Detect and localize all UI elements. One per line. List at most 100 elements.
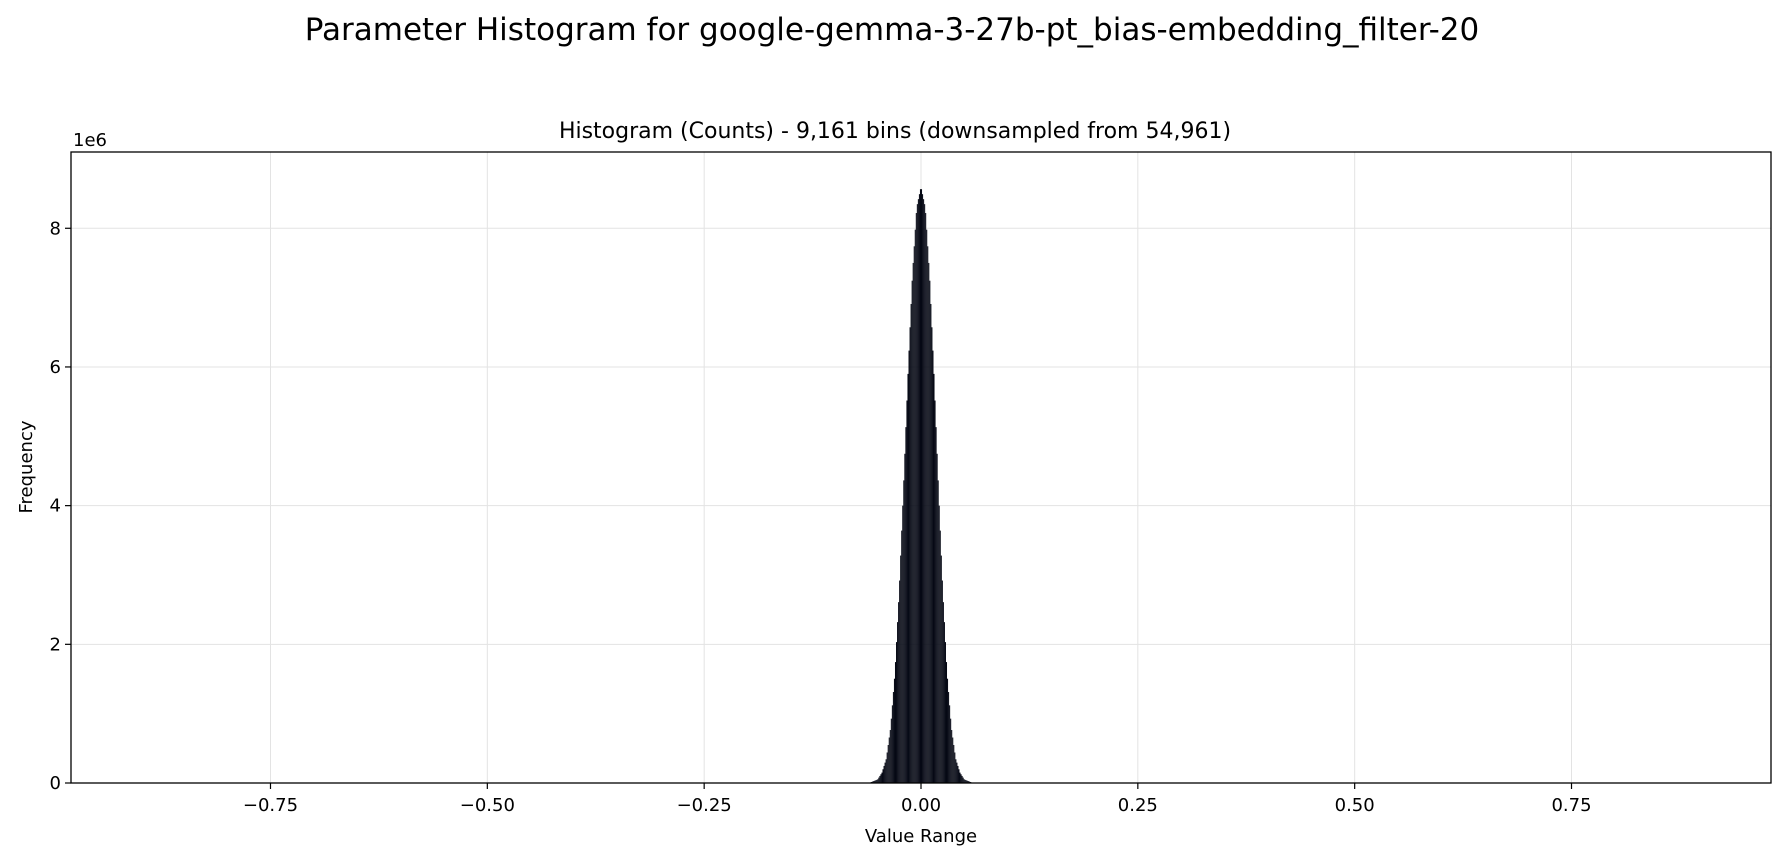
histogram-bar	[879, 775, 881, 783]
histogram-bar	[900, 555, 902, 783]
histogram-bar	[918, 194, 920, 783]
histogram-bar	[878, 777, 880, 783]
histogram-bar	[938, 505, 940, 783]
histogram-bar	[922, 194, 924, 783]
histogram-bar	[944, 642, 946, 783]
y-axis-offset-text: 1e6	[73, 130, 107, 151]
histogram-bar	[885, 759, 887, 783]
x-tick-label: −0.50	[460, 795, 515, 816]
y-axis-label: Frequency	[16, 420, 37, 513]
histogram-bar	[897, 622, 899, 783]
y-tick-label: 2	[50, 634, 61, 655]
histogram-bar	[873, 781, 875, 783]
histogram-bar	[874, 780, 876, 783]
histogram-bar	[919, 189, 921, 783]
histogram-bar	[881, 772, 883, 783]
histogram-bar	[945, 662, 948, 783]
x-tick-label: −0.75	[243, 795, 298, 816]
histogram-bar	[953, 745, 955, 783]
histogram-bar	[941, 580, 943, 783]
histogram-bar	[907, 373, 909, 783]
histogram-bar	[959, 772, 961, 783]
histogram-bar	[902, 505, 904, 783]
histogram-bar	[892, 692, 894, 783]
histogram-bar	[880, 774, 882, 783]
histogram-bar	[957, 765, 959, 783]
x-tick-label: 0.00	[901, 795, 941, 816]
histogram-bar	[893, 678, 895, 783]
histogram-bar	[955, 759, 957, 783]
histogram-bar	[896, 642, 898, 783]
histogram-bar	[954, 752, 956, 783]
histogram-bar	[913, 246, 915, 784]
histogram-bar	[903, 480, 905, 783]
histogram-bar	[886, 752, 888, 783]
histogram-bar	[890, 718, 892, 783]
histogram-bar	[882, 769, 884, 783]
histogram-bar	[901, 530, 903, 783]
histogram-bar	[917, 199, 919, 784]
histogram-bar	[968, 781, 970, 783]
histogram-bar	[923, 199, 925, 784]
x-tick-label: 0.75	[1551, 795, 1591, 816]
histogram-bar	[888, 737, 890, 783]
histogram-bar	[909, 327, 911, 783]
histogram-bar	[949, 705, 951, 783]
histogram-bar	[884, 762, 886, 783]
histogram-bar	[937, 480, 939, 783]
histogram-bar	[875, 780, 877, 783]
histogram-bar	[915, 213, 917, 783]
histogram-bar	[894, 662, 897, 783]
x-tick-label: 0.50	[1335, 795, 1375, 816]
histogram-bar	[914, 229, 916, 783]
histogram-bar	[889, 730, 891, 783]
histogram-bar	[948, 692, 950, 783]
histogram-bar	[958, 769, 960, 783]
histogram-bar	[925, 213, 927, 783]
histogram-bar	[963, 779, 965, 783]
histogram-bar	[930, 303, 932, 783]
histogram-bar	[887, 745, 889, 783]
chart-subtitle: Histogram (Counts) - 9,161 bins (downsam…	[559, 119, 1231, 144]
histogram-bar	[927, 246, 929, 784]
histogram-bar	[962, 777, 964, 783]
y-tick-label: 8	[50, 218, 61, 239]
histogram-bar	[950, 718, 952, 783]
x-tick-label: 0.25	[1118, 795, 1158, 816]
histogram-bar	[912, 262, 914, 783]
histogram-bar	[960, 774, 962, 783]
histogram-bar	[898, 602, 900, 783]
histogram-bar	[929, 280, 931, 783]
histogram-bar	[932, 350, 934, 783]
histogram-bar	[916, 204, 918, 784]
histogram-bar	[905, 427, 907, 783]
histogram-bar	[891, 705, 893, 783]
histogram-bar	[877, 779, 879, 783]
histogram-bar	[947, 678, 949, 783]
histogram-bar	[908, 350, 910, 783]
histogram-bar	[956, 762, 958, 783]
histogram-bar	[911, 280, 913, 783]
chart-title: Parameter Histogram for google-gemma-3-2…	[305, 12, 1480, 48]
histogram-bar	[936, 453, 938, 783]
histogram-bar	[942, 602, 944, 783]
x-axis-label: Value Range	[865, 826, 977, 847]
histogram-bar	[899, 580, 901, 783]
histogram-bar	[934, 400, 936, 783]
histogram-bar	[910, 303, 912, 783]
histogram-bar	[883, 765, 885, 783]
histogram-bar	[926, 229, 928, 783]
histogram-bar	[906, 400, 908, 783]
histogram-bar	[964, 779, 966, 783]
x-axis-ticks: −0.75 −0.50 −0.25 0.00 0.25 0.50 0.75	[243, 783, 1592, 816]
histogram-bar	[931, 327, 933, 783]
histogram-bar	[872, 781, 874, 783]
y-tick-label: 0	[50, 773, 61, 794]
histogram-bar	[940, 555, 942, 783]
histogram-bar	[951, 730, 953, 783]
y-axis-ticks: 0 2 4 6 8	[50, 218, 71, 794]
histogram-bar	[966, 780, 968, 783]
histogram-bar	[933, 373, 935, 783]
